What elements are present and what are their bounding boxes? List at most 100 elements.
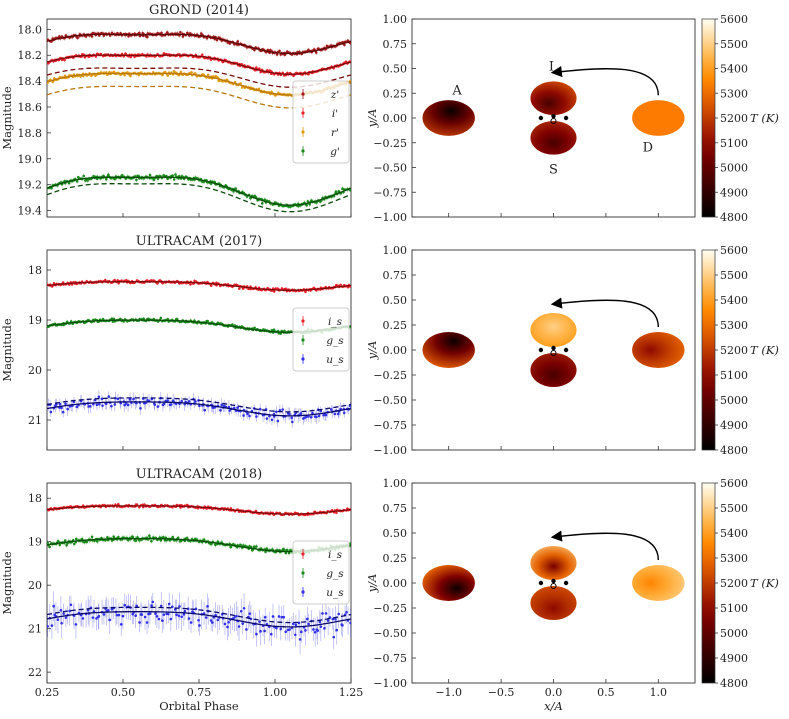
data-point [304, 629, 307, 632]
data-point [131, 535, 135, 539]
data-point [81, 617, 85, 620]
data-point [223, 622, 227, 626]
data-point [202, 538, 206, 541]
data-point [216, 540, 220, 543]
data-point [159, 316, 163, 320]
data-point [113, 403, 117, 406]
data-point [334, 617, 337, 621]
data-point [275, 53, 279, 56]
data-point [47, 61, 50, 65]
data-point [263, 615, 267, 619]
data-point [156, 405, 160, 408]
data-point [63, 74, 67, 78]
data-point [333, 412, 337, 416]
data-point [206, 319, 209, 323]
data-point [115, 613, 119, 617]
data-point [60, 621, 63, 625]
data-point [342, 411, 346, 415]
data-point [291, 420, 294, 424]
series-0 [47, 390, 351, 428]
data-point [143, 615, 147, 619]
data-point [248, 612, 252, 615]
data-point [157, 617, 161, 621]
y-tick-label: −0.75 [373, 186, 407, 199]
data-point [209, 619, 213, 622]
legend-marker [301, 319, 305, 323]
y-tick-label: 18.2 [18, 49, 43, 62]
y-tick-label: 18.8 [18, 127, 43, 140]
data-point [186, 607, 190, 611]
x-tick-label: 1.25 [339, 686, 364, 699]
data-point [242, 414, 245, 417]
data-point [74, 623, 78, 626]
data-point [183, 609, 187, 613]
data-point [258, 620, 261, 623]
data-point [180, 399, 184, 403]
data-point [337, 612, 341, 616]
data-point [253, 48, 256, 52]
data-point [305, 415, 308, 419]
data-point [226, 625, 229, 629]
data-point [136, 535, 139, 539]
data-point [50, 285, 54, 288]
data-point [63, 58, 66, 62]
legend-label: g_s [326, 335, 344, 347]
data-point [62, 612, 65, 615]
data-point [311, 411, 314, 415]
data-point [170, 605, 174, 609]
data-point [148, 173, 152, 177]
y-tick-label: 18 [28, 492, 42, 505]
data-point [190, 71, 193, 74]
data-point [307, 72, 310, 76]
data-point [162, 402, 166, 406]
data-point [269, 632, 273, 636]
legend-label: u_s [326, 354, 344, 366]
data-point [148, 612, 152, 615]
x-tick-label: 0.25 [35, 686, 60, 699]
x-tick-label: 0.50 [111, 686, 136, 699]
data-point [146, 35, 149, 39]
data-point [236, 406, 239, 409]
model-line [47, 176, 351, 206]
data-point [135, 604, 139, 608]
data-point [132, 397, 135, 401]
data-point [187, 399, 191, 403]
data-point [259, 630, 262, 633]
y-tick-label: 18 [28, 264, 42, 277]
data-point [270, 90, 273, 94]
data-point [300, 630, 303, 634]
data-point [82, 174, 86, 178]
data-point [317, 414, 321, 418]
data-point [206, 73, 210, 77]
y-tick-label: 19 [28, 314, 42, 327]
y-tick-label: 18.4 [18, 75, 43, 88]
data-point [297, 621, 301, 625]
data-point [269, 48, 272, 52]
data-point [229, 545, 232, 549]
data-point [288, 628, 291, 631]
data-point [189, 282, 192, 286]
model-line [47, 54, 351, 75]
legend-label: i_s [328, 316, 343, 328]
data-point [123, 403, 126, 407]
data-point [110, 404, 113, 408]
data-point [123, 73, 126, 77]
data-point [155, 615, 159, 618]
data-point [264, 550, 267, 554]
data-point [68, 609, 71, 613]
y-axis-label: Magnitude [0, 318, 14, 381]
y-tick-label: 19.2 [18, 179, 43, 192]
data-point [59, 608, 63, 612]
series-0 [47, 591, 351, 655]
data-point [200, 53, 204, 57]
data-point [129, 55, 132, 59]
temperature-map-panel-0: 1.00 0.75 0.50 0.25 0.00 −0.25 −0.50 −0.75 −1.00… [365, 13, 779, 224]
data-point [151, 600, 155, 604]
data-point [56, 618, 60, 622]
data-point [234, 187, 238, 190]
panel-title: GROND (2014) [149, 3, 249, 18]
legend-box [292, 80, 350, 164]
data-point [48, 545, 51, 549]
y-tick-label: 0.50 [383, 63, 408, 76]
